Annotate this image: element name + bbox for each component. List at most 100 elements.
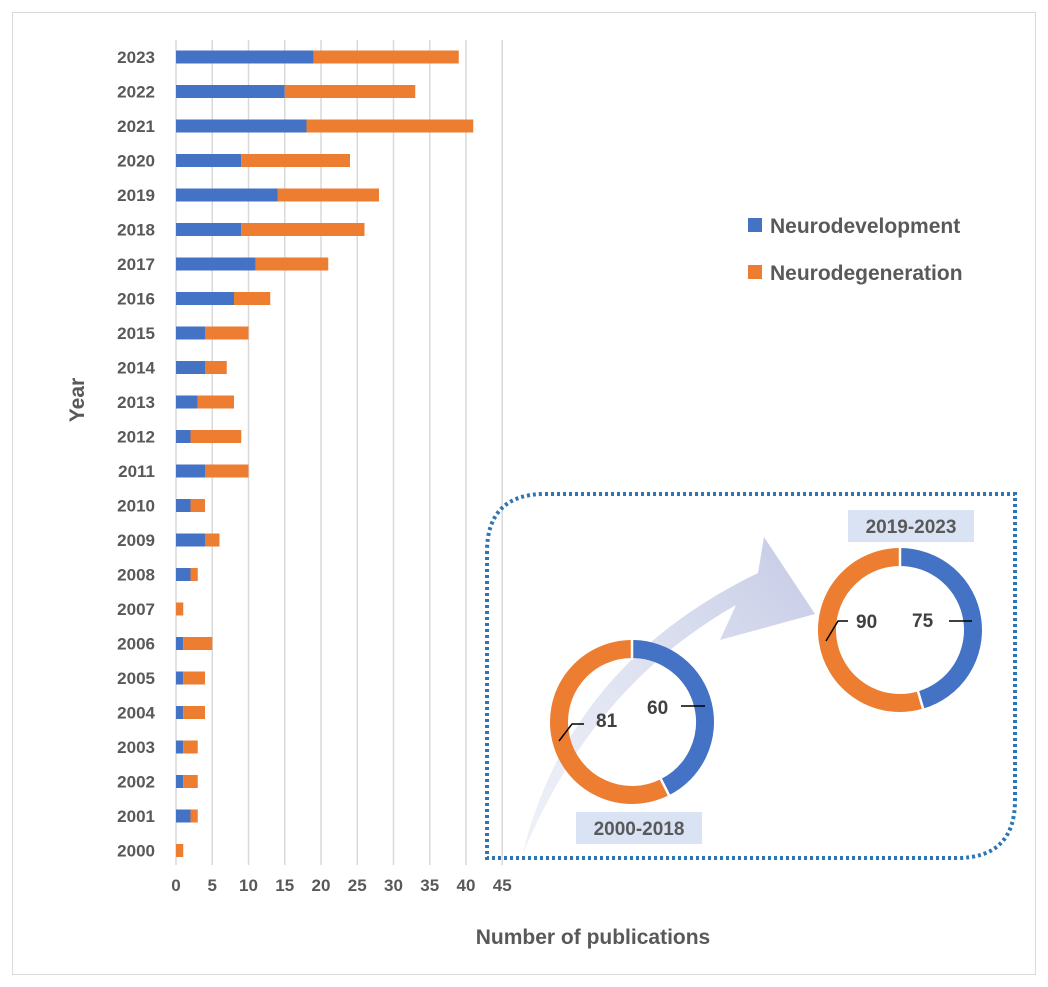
period-label-2000-2018: 2000-2018 — [594, 819, 685, 840]
y-tick-labels: 2023 2022 2021 2020 2019 2018 2017 2016 2015 2014… — [117, 48, 155, 861]
bar-2015-neurodevelopment — [176, 326, 205, 340]
bars — [176, 50, 474, 857]
donut-separator-2000-2018-1 — [658, 776, 672, 798]
y-tick-2017: 2017 — [117, 255, 155, 274]
bar-2010-neurodegeneration — [190, 499, 205, 512]
bar-2002-neurodegeneration — [183, 775, 198, 788]
period-box-2000-2018 — [576, 812, 702, 844]
bar-2013-neurodevelopment — [176, 395, 198, 409]
bar-2017-neurodegeneration — [255, 257, 329, 271]
x-tick-40: 40 — [457, 876, 476, 895]
legend: Neurodevelopment Neurodegeneration — [748, 215, 963, 285]
legend-label-neurodevelopment: Neurodevelopment — [770, 215, 960, 238]
y-tick-2007: 2007 — [117, 600, 155, 619]
bar-2003-neurodegeneration — [183, 740, 198, 754]
y-tick-2000: 2000 — [117, 842, 155, 861]
donut-slice-2000-2018-neurodevelopment — [631, 640, 714, 796]
y-tick-2013: 2013 — [117, 393, 155, 412]
y-tick-2011: 2011 — [118, 462, 155, 481]
bar-2009-neurodegeneration — [205, 533, 220, 547]
donut-separator-2019-2023-1 — [916, 689, 925, 711]
bar-2016-neurodegeneration — [234, 292, 271, 305]
donut-value-2000-2018-neurodegeneration: 81 — [596, 711, 618, 732]
bar-2017-neurodevelopment — [176, 257, 256, 271]
bar-2009-neurodevelopment — [176, 533, 205, 547]
x-tick-15: 15 — [275, 876, 294, 895]
y-tick-2012: 2012 — [117, 428, 155, 447]
donut-value-2000-2018-neurodevelopment: 60 — [647, 698, 668, 719]
y-tick-2019: 2019 — [117, 186, 155, 205]
bar-2014-neurodevelopment — [176, 361, 205, 374]
bar-2003-neurodevelopment — [176, 740, 184, 754]
donut-value-2019-2023-neurodegeneration: 90 — [856, 612, 877, 633]
bar-2016-neurodevelopment — [176, 292, 234, 305]
bar-2015-neurodegeneration — [205, 326, 249, 340]
leader-line-90 — [825, 620, 848, 642]
donut-slice-2019-2023-neurodegeneration — [818, 548, 924, 712]
bar-2021-neurodegeneration — [306, 119, 474, 133]
bar-2011-neurodegeneration — [205, 464, 249, 478]
y-tick-2016: 2016 — [117, 290, 155, 309]
bar-2007-neurodegeneration — [176, 602, 184, 616]
y-tick-2006: 2006 — [117, 635, 155, 654]
y-tick-2002: 2002 — [117, 773, 155, 792]
bar-2018-neurodevelopment — [176, 223, 242, 236]
bar-2021-neurodevelopment — [176, 119, 307, 133]
x-tick-35: 35 — [420, 876, 439, 895]
x-tick-20: 20 — [312, 876, 331, 895]
legend-swatch-neurodegeneration — [748, 265, 762, 279]
x-axis-title: Number of publications — [476, 926, 711, 949]
x-tick-45: 45 — [493, 876, 512, 895]
bar-2022-neurodegeneration — [284, 85, 416, 98]
bar-2002-neurodevelopment — [176, 775, 184, 788]
donut-value-2019-2023-neurodevelopment: 75 — [912, 611, 934, 632]
x-tick-5: 5 — [208, 876, 217, 895]
period-label-2019-2023: 2019-2023 — [866, 517, 957, 538]
bar-2018-neurodegeneration — [241, 223, 365, 236]
y-tick-2022: 2022 — [117, 83, 155, 102]
bar-2011-neurodevelopment — [176, 464, 205, 478]
y-tick-2021: 2021 — [117, 117, 155, 136]
x-tick-10: 10 — [239, 876, 258, 895]
y-tick-2004: 2004 — [117, 704, 155, 723]
bar-2008-neurodevelopment — [176, 568, 191, 581]
period-box-2019-2023 — [848, 510, 974, 542]
y-tick-2003: 2003 — [117, 738, 155, 757]
y-tick-2023: 2023 — [117, 48, 155, 67]
x-tick-25: 25 — [348, 876, 367, 895]
y-tick-2001: 2001 — [117, 807, 155, 826]
y-tick-2008: 2008 — [117, 566, 155, 585]
bar-2019-neurodegeneration — [277, 188, 379, 202]
bar-2019-neurodevelopment — [176, 188, 278, 202]
bar-2023-neurodevelopment — [176, 50, 314, 64]
bar-2012-neurodegeneration — [190, 430, 242, 443]
bar-2006-neurodevelopment — [176, 637, 184, 650]
bar-2014-neurodegeneration — [205, 361, 227, 374]
y-tick-2010: 2010 — [117, 497, 155, 516]
legend-label-neurodegeneration: Neurodegeneration — [770, 262, 963, 285]
bar-2001-neurodegeneration — [190, 809, 198, 823]
trend-arrow — [522, 537, 815, 856]
inset-border — [485, 492, 1017, 860]
y-tick-2009: 2009 — [117, 531, 155, 550]
bar-2022-neurodevelopment — [176, 85, 285, 98]
bar-2013-neurodegeneration — [197, 395, 234, 409]
legend-swatch-neurodevelopment — [748, 218, 762, 232]
bar-2005-neurodevelopment — [176, 671, 184, 685]
y-tick-2005: 2005 — [117, 669, 155, 688]
inset-panel: 2019-2023 2000-2018 60 81 75 90 — [485, 492, 1017, 860]
bar-2001-neurodevelopment — [176, 809, 191, 823]
bar-2004-neurodevelopment — [176, 706, 184, 719]
bar-2004-neurodegeneration — [183, 706, 205, 719]
bar-2020-neurodevelopment — [176, 154, 242, 167]
bar-2008-neurodegeneration — [190, 568, 198, 581]
y-tick-2020: 2020 — [117, 152, 155, 171]
bar-2020-neurodegeneration — [241, 154, 350, 167]
leader-line-81 — [558, 723, 584, 742]
donut-slice-2019-2023-neurodevelopment — [899, 548, 982, 709]
gridlines — [175, 40, 503, 865]
y-axis-title: Year — [66, 378, 89, 422]
y-tick-2014: 2014 — [117, 359, 155, 378]
bar-2012-neurodevelopment — [176, 430, 191, 443]
